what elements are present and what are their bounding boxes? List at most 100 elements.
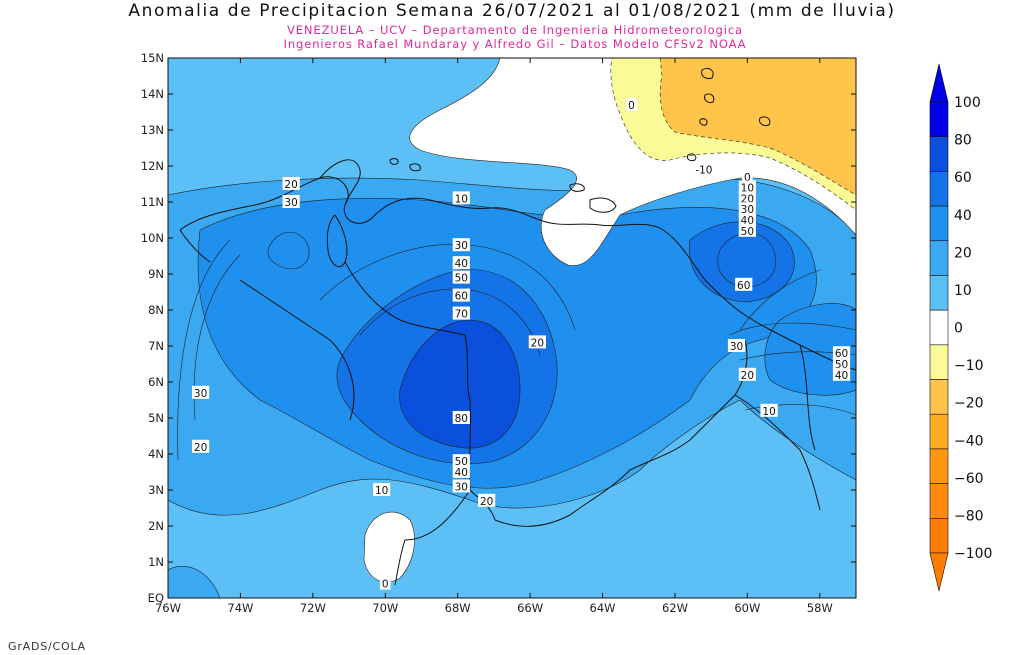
contour-label: 40 bbox=[832, 367, 851, 382]
contour-label-bg bbox=[379, 576, 391, 590]
colorbar-segment bbox=[929, 379, 949, 415]
contour-label: 40 bbox=[452, 465, 470, 479]
contour-label-bg bbox=[738, 202, 756, 216]
colorbar-segment bbox=[929, 171, 949, 207]
contour-label-text: 80 bbox=[455, 413, 468, 425]
contour-label-bg bbox=[452, 256, 470, 270]
contour-label: 80 bbox=[452, 411, 470, 425]
contour-label-bg bbox=[373, 483, 391, 496]
contour-label: 70 bbox=[452, 306, 470, 321]
contour-label-bg bbox=[692, 162, 716, 176]
contour-label-text: 20 bbox=[480, 496, 493, 508]
lon-tick-label: 66W bbox=[517, 601, 543, 615]
contour-label-bg bbox=[626, 97, 637, 111]
contour-label-text: 20 bbox=[741, 370, 754, 382]
contour-label: 20 bbox=[478, 493, 496, 508]
band-colombia-core bbox=[267, 231, 310, 270]
contour-label-bg bbox=[282, 195, 300, 208]
orinoco-delta-coast bbox=[659, 227, 856, 371]
lat-tick-label: EQ bbox=[148, 591, 164, 605]
contour-label-text: 30 bbox=[455, 481, 468, 493]
contour-label-bg bbox=[452, 238, 470, 252]
lon-tick-label: 62W bbox=[662, 601, 688, 615]
lon-tick-label: 70W bbox=[372, 601, 398, 615]
lon-tick-label: 72W bbox=[300, 601, 326, 615]
contour-label-bg bbox=[452, 454, 470, 468]
colorbar-label: 60 bbox=[954, 170, 972, 186]
contour-label: 20 bbox=[191, 439, 210, 454]
colorbar-label: 10 bbox=[954, 283, 972, 299]
lon-tick-label: 60W bbox=[734, 601, 760, 615]
contour-label-bg bbox=[452, 479, 470, 493]
contour-label-bg bbox=[452, 465, 470, 478]
colombia-interior bbox=[239, 279, 355, 421]
colorbar-segment bbox=[929, 344, 949, 380]
aruba bbox=[389, 158, 399, 165]
lat-tick-label: 10N bbox=[141, 231, 164, 245]
contour-label-text: 30 bbox=[455, 240, 468, 252]
lat-tick-label: 1N bbox=[148, 555, 164, 569]
lon-tick-label: 76W bbox=[155, 601, 181, 615]
lat-tick-label: 13N bbox=[141, 123, 164, 137]
contour-label-bg bbox=[727, 339, 746, 352]
lon-tick-label: 58W bbox=[807, 601, 833, 615]
contour-label: 60 bbox=[452, 288, 470, 303]
lat-tick-label: 6N bbox=[148, 375, 164, 389]
colorbar-segment bbox=[929, 240, 949, 276]
contour-label-bg bbox=[478, 493, 496, 507]
contour-label-text: 20 bbox=[194, 442, 207, 454]
contour-label: 50 bbox=[452, 270, 470, 285]
contour-label-bg bbox=[832, 357, 851, 370]
contour-label-bg bbox=[528, 335, 546, 349]
contour-label: 10 bbox=[373, 483, 391, 497]
maracaibo-lake bbox=[326, 214, 348, 268]
colorbar-segment bbox=[929, 518, 949, 554]
colorbar-segment bbox=[929, 205, 949, 242]
anomaly-field bbox=[168, 58, 856, 598]
contour-label: 30 bbox=[727, 339, 746, 353]
contour-label-bg bbox=[738, 223, 756, 237]
panama-isthmus bbox=[179, 229, 211, 263]
contour-label-bg bbox=[452, 288, 470, 302]
lat-tick-label: 12N bbox=[141, 159, 164, 173]
lat-tick-label: 7N bbox=[148, 339, 164, 353]
contour-label: 0 bbox=[626, 97, 637, 112]
contour-label-bg bbox=[452, 411, 470, 424]
lat-tick-label: 14N bbox=[141, 87, 164, 101]
coastlines-borders bbox=[179, 67, 856, 586]
contour-label: 0 bbox=[379, 576, 391, 591]
colorbar-segment bbox=[929, 413, 949, 450]
contour-label-text: 30 bbox=[284, 197, 297, 209]
contour-label-text: 30 bbox=[730, 341, 743, 353]
lat-tick-label: 15N bbox=[141, 51, 164, 65]
margarita bbox=[569, 183, 585, 192]
contour-label-text: 20 bbox=[531, 337, 544, 349]
contour-label-text: 10 bbox=[375, 485, 388, 497]
guajira-peninsula bbox=[319, 159, 361, 206]
trinidad bbox=[589, 197, 617, 213]
lesser-antilles-2 bbox=[704, 93, 715, 103]
lesser-antilles-1 bbox=[701, 67, 714, 79]
contour-label-text: 20 bbox=[284, 179, 297, 191]
contour-label-bg bbox=[738, 367, 756, 381]
map-frame bbox=[167, 57, 857, 599]
contour-label: 20 bbox=[528, 335, 546, 349]
contour-label-bg bbox=[452, 306, 470, 320]
guyana-border bbox=[734, 394, 821, 511]
contour-label-bg bbox=[191, 385, 210, 399]
contour-label-bg bbox=[738, 180, 756, 194]
contour-label-text: 50 bbox=[741, 226, 754, 238]
map-title: Anomalia de Precipitacion Semana 26/07/2… bbox=[128, 1, 896, 21]
colorbar-label: −40 bbox=[954, 433, 984, 449]
caribbean-coast bbox=[179, 176, 661, 231]
contour-label: 30 bbox=[191, 385, 210, 400]
tobago bbox=[687, 153, 697, 162]
contour-label: -10 bbox=[692, 162, 716, 177]
contour-label-bg bbox=[282, 177, 300, 190]
contour-label: 30 bbox=[452, 238, 470, 252]
contour-label-text: 0 bbox=[382, 579, 389, 591]
colorbar-segment bbox=[929, 275, 949, 311]
lesser-antilles-3 bbox=[759, 116, 771, 126]
contour-label-text: 10 bbox=[455, 193, 468, 205]
